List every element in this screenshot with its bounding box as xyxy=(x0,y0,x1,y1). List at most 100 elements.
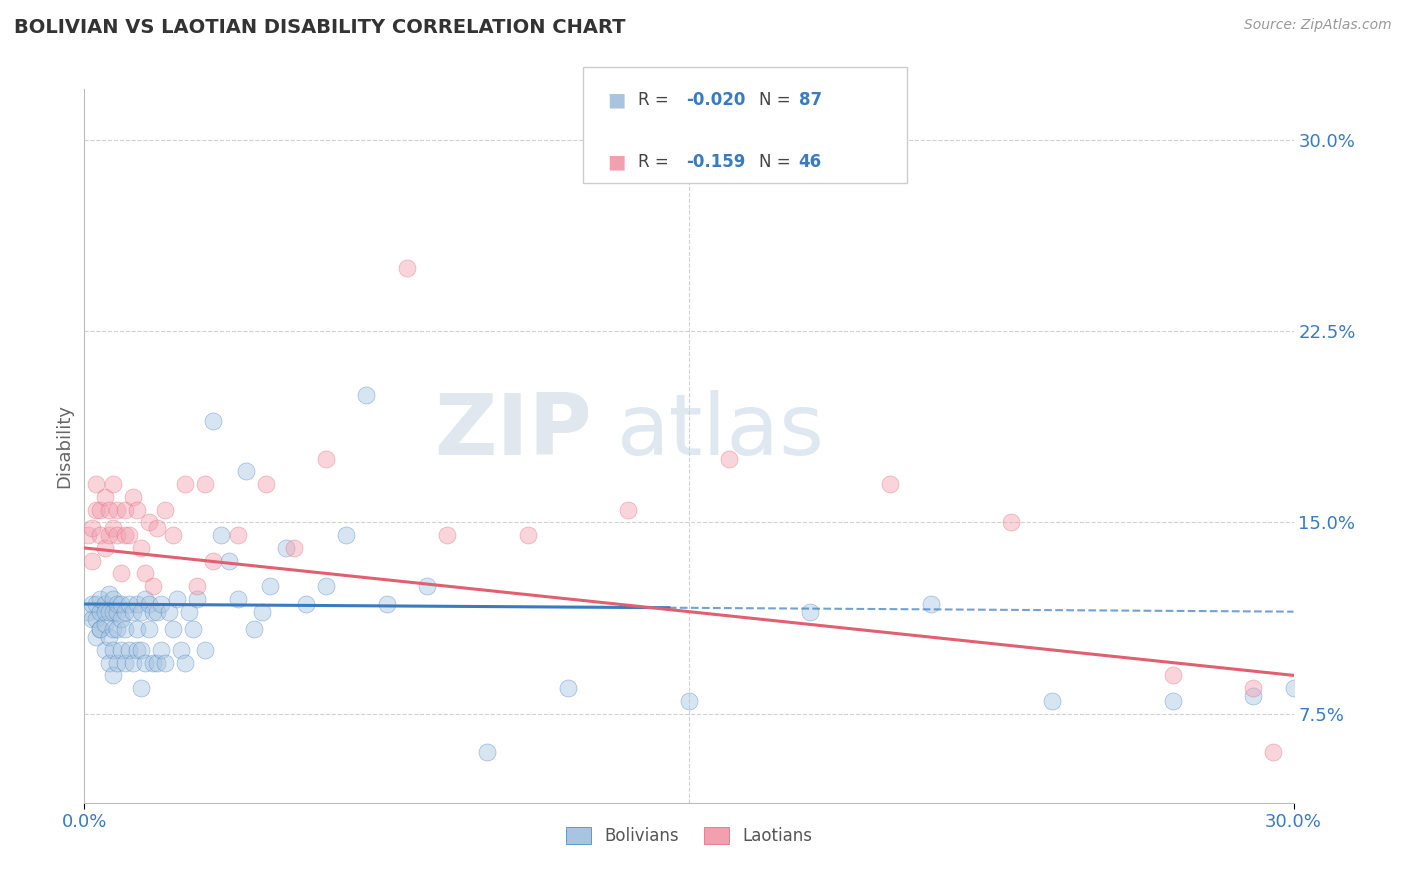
Point xyxy=(142,605,165,619)
Point xyxy=(93,643,115,657)
Text: 87: 87 xyxy=(799,91,821,109)
Point xyxy=(89,623,111,637)
Point xyxy=(416,579,439,593)
Point xyxy=(86,612,108,626)
Point xyxy=(93,541,115,555)
Legend: Bolivians, Laotians: Bolivians, Laotians xyxy=(560,820,818,852)
Point xyxy=(105,605,128,619)
Point xyxy=(1241,689,1264,703)
Point xyxy=(516,528,538,542)
Point xyxy=(146,520,169,534)
Text: ZIP: ZIP xyxy=(434,390,592,474)
Point xyxy=(101,591,124,606)
Point xyxy=(101,605,124,619)
Point xyxy=(186,579,208,593)
Point xyxy=(254,477,277,491)
Point xyxy=(82,597,104,611)
Point xyxy=(125,597,148,611)
Point xyxy=(89,528,111,542)
Text: ■: ■ xyxy=(607,90,626,110)
Point xyxy=(125,502,148,516)
Point xyxy=(77,605,100,619)
Point xyxy=(194,643,217,657)
Point xyxy=(114,623,136,637)
Point xyxy=(97,630,120,644)
Point xyxy=(110,612,132,626)
Text: N =: N = xyxy=(759,153,796,171)
Point xyxy=(101,623,124,637)
Point xyxy=(89,502,111,516)
Point xyxy=(125,643,148,657)
Point xyxy=(86,597,108,611)
Point xyxy=(93,597,115,611)
Point xyxy=(335,528,357,542)
Point xyxy=(678,694,700,708)
Point xyxy=(97,528,120,542)
Point xyxy=(149,597,172,611)
Point xyxy=(202,413,225,427)
Point xyxy=(436,528,458,542)
Point xyxy=(118,643,141,657)
Point xyxy=(226,528,249,542)
Point xyxy=(101,668,124,682)
Point xyxy=(93,605,115,619)
Point xyxy=(121,656,143,670)
Point xyxy=(142,656,165,670)
Point xyxy=(129,643,152,657)
Point xyxy=(77,528,100,542)
Point xyxy=(134,591,156,606)
Point xyxy=(879,477,901,491)
Point xyxy=(179,605,201,619)
Point xyxy=(114,502,136,516)
Point xyxy=(395,260,418,275)
Point xyxy=(101,520,124,534)
Point xyxy=(242,623,264,637)
Point xyxy=(1040,694,1063,708)
Y-axis label: Disability: Disability xyxy=(55,404,73,488)
Point xyxy=(86,502,108,516)
Point xyxy=(1000,516,1022,530)
Point xyxy=(105,623,128,637)
Point xyxy=(477,745,499,759)
Point xyxy=(194,477,217,491)
Point xyxy=(718,451,741,466)
Point xyxy=(202,554,225,568)
Point xyxy=(121,490,143,504)
Point xyxy=(86,477,108,491)
Point xyxy=(105,528,128,542)
Point xyxy=(82,554,104,568)
Point xyxy=(97,605,120,619)
Text: -0.159: -0.159 xyxy=(686,153,745,171)
Point xyxy=(82,520,104,534)
Point xyxy=(105,502,128,516)
Point xyxy=(153,656,176,670)
Point xyxy=(315,579,337,593)
Point xyxy=(162,528,184,542)
Point xyxy=(181,623,204,637)
Point xyxy=(125,623,148,637)
Point xyxy=(138,623,160,637)
Point xyxy=(149,643,172,657)
Point xyxy=(121,605,143,619)
Point xyxy=(105,656,128,670)
Point xyxy=(174,477,197,491)
Point xyxy=(162,623,184,637)
Point xyxy=(146,656,169,670)
Text: 46: 46 xyxy=(799,153,821,171)
Point xyxy=(259,579,281,593)
Point xyxy=(1241,681,1264,695)
Point xyxy=(315,451,337,466)
Point xyxy=(138,516,160,530)
Point xyxy=(166,591,188,606)
Point xyxy=(375,597,398,611)
Point xyxy=(1263,745,1285,759)
Point xyxy=(283,541,305,555)
Point xyxy=(1282,681,1305,695)
Point xyxy=(1161,694,1184,708)
Point xyxy=(105,597,128,611)
Point xyxy=(114,528,136,542)
Point xyxy=(274,541,297,555)
Point xyxy=(93,490,115,504)
Point xyxy=(617,502,640,516)
Point xyxy=(114,656,136,670)
